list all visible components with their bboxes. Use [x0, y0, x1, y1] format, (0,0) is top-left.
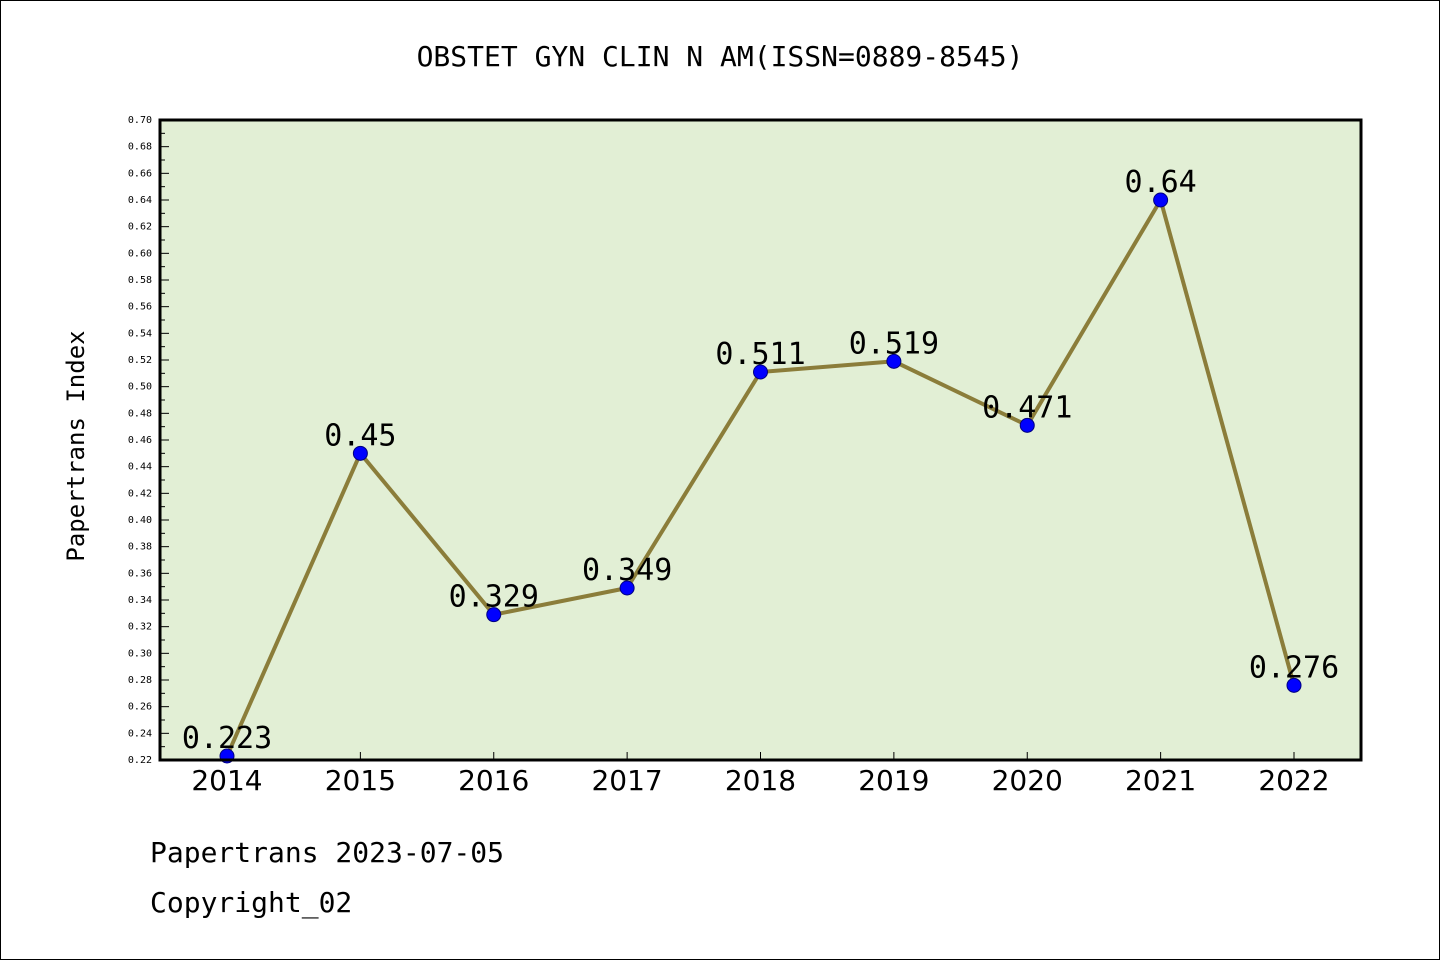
x-tick-label: 2014	[191, 764, 262, 797]
plot-area	[160, 120, 1361, 760]
y-tick-label: 0.50	[128, 382, 152, 393]
y-tick-label: 0.48	[128, 408, 152, 419]
y-tick-label: 0.52	[128, 355, 152, 366]
data-label: 0.329	[449, 580, 539, 615]
x-tick-label: 2021	[1125, 764, 1196, 797]
x-tick-label: 2020	[992, 764, 1063, 797]
data-point	[1153, 192, 1169, 208]
x-tick-label: 2018	[725, 764, 796, 797]
y-tick-label: 0.54	[128, 328, 152, 339]
y-tick-label: 0.60	[128, 248, 152, 259]
data-label: 0.511	[715, 337, 805, 372]
data-point	[886, 353, 902, 369]
y-axis-ticks: 0.22 0.24 0.26 0.28 0.30 0.32 0.34 0.36 0.38 0.40…	[128, 115, 169, 766]
x-tick-label: 2017	[591, 764, 662, 797]
plot-border	[158, 118, 1363, 762]
y-tick-label: 0.38	[128, 542, 152, 553]
y-tick-label: 0.40	[128, 515, 152, 526]
y-tick-label: 0.58	[128, 275, 152, 286]
y-tick-label: 0.26	[128, 702, 152, 713]
data-label: 0.45	[324, 418, 396, 453]
data-point	[1286, 677, 1302, 693]
data-label: 0.349	[582, 553, 672, 588]
y-tick-label: 0.44	[128, 462, 152, 473]
y-tick-label: 0.36	[128, 568, 152, 579]
x-tick-label: 2015	[325, 764, 396, 797]
y-tick-label: 0.34	[128, 595, 152, 606]
y-tick-label: 0.66	[128, 168, 152, 179]
y-tick-label: 0.32	[128, 622, 152, 633]
y-axis-label: Papertrans Index	[62, 330, 90, 561]
y-tick-label: 0.70	[128, 115, 152, 126]
data-label: 0.519	[849, 326, 939, 361]
data-point	[753, 364, 768, 380]
y-tick-label: 0.68	[128, 142, 152, 153]
footer-date: Papertrans 2023-07-05	[150, 836, 505, 869]
data-point	[352, 445, 368, 461]
data-label: 0.471	[982, 390, 1072, 425]
x-tick-label: 2016	[458, 764, 529, 797]
y-tick-label: 0.28	[128, 675, 152, 686]
x-tick-label: 2022	[1258, 764, 1329, 797]
data-point	[619, 580, 635, 596]
data-points	[219, 192, 1302, 764]
data-point	[1019, 417, 1035, 433]
data-point	[486, 607, 502, 623]
y-tick-label: 0.64	[128, 195, 152, 206]
y-tick-label: 0.56	[128, 302, 152, 313]
y-tick-label: 0.42	[128, 488, 152, 499]
x-tick-label: 2019	[858, 764, 929, 797]
data-label: 0.223	[182, 721, 272, 756]
y-tick-label: 0.22	[128, 755, 152, 766]
y-tick-label: 0.30	[128, 648, 152, 659]
chart-title: OBSTET GYN CLIN N AM(ISSN=0889-8545)	[417, 40, 1024, 73]
y-tick-label: 0.46	[128, 435, 152, 446]
data-label: 0.276	[1249, 650, 1339, 685]
y-tick-label: 0.24	[128, 728, 152, 739]
footer-copyright: Copyright_02	[150, 886, 353, 919]
data-label: 0.64	[1125, 165, 1197, 200]
x-axis-ticks: 2014 2015 2016 2017 2018 2019 2020 2021 2022	[191, 752, 1330, 797]
y-tick-label: 0.62	[128, 222, 152, 233]
data-labels: 0.223 0.45 0.329 0.349 0.511 0.519 0.471 0.64 0.…	[182, 165, 1339, 756]
